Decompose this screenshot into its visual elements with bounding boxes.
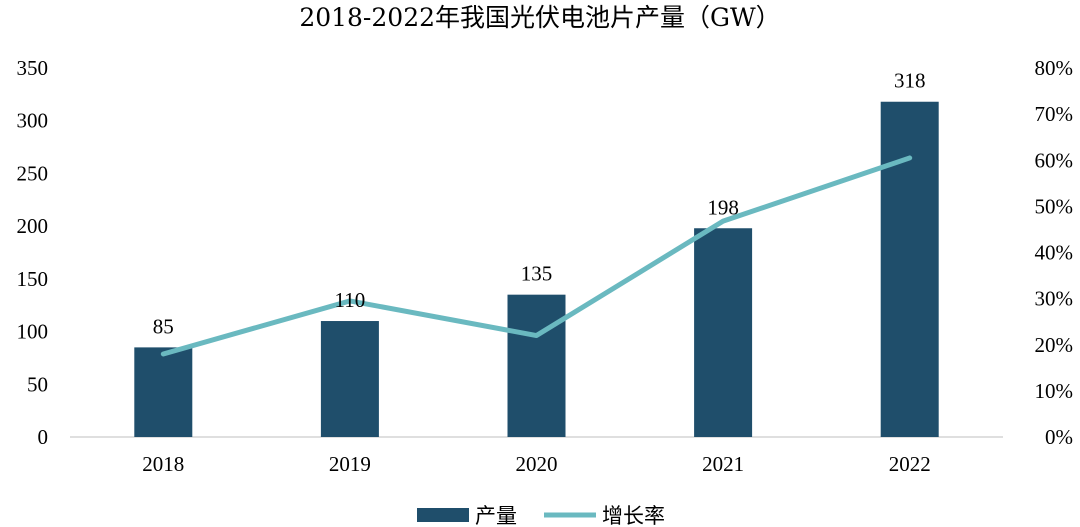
left-tick-label: 0	[38, 425, 49, 449]
bar-data-label: 135	[521, 262, 553, 286]
right-tick-label: 40%	[1035, 241, 1074, 265]
bar-data-label: 110	[335, 288, 366, 312]
right-axis: 0% 10% 20% 30% 40% 50% 60% 70% 80%	[1035, 56, 1074, 449]
x-tick-label: 2018	[142, 452, 184, 476]
right-tick-label: 10%	[1035, 379, 1074, 403]
x-tick-label: 2020	[516, 452, 558, 476]
legend: 产量 增长率	[417, 504, 665, 527]
left-tick-label: 200	[17, 214, 49, 238]
left-tick-label: 350	[17, 56, 49, 80]
bar	[320, 321, 379, 437]
right-tick-label: 80%	[1035, 56, 1074, 80]
chart-title: 2018-2022年我国光伏电池片产量（GW）	[299, 3, 780, 32]
bar	[694, 228, 753, 437]
bar	[880, 101, 939, 437]
left-tick-label: 300	[17, 109, 49, 133]
bar-data-label: 318	[894, 69, 926, 93]
right-tick-label: 0%	[1045, 425, 1073, 449]
bar-data-label: 198	[707, 195, 739, 219]
right-tick-label: 30%	[1035, 287, 1074, 311]
left-tick-label: 150	[17, 267, 49, 291]
line-series	[160, 155, 913, 357]
bar	[134, 347, 193, 437]
x-axis: 2018 2019 2020 2021 2022	[142, 452, 930, 476]
right-tick-label: 70%	[1035, 102, 1074, 126]
right-tick-label: 20%	[1035, 333, 1074, 357]
bar	[507, 294, 566, 437]
left-axis: 0 50 100 150 200 250 300 350	[17, 56, 49, 449]
data-labels: 85 110 135 198 318	[153, 69, 926, 339]
x-tick-label: 2019	[329, 452, 371, 476]
left-tick-label: 100	[17, 320, 49, 344]
legend-label-line: 增长率	[602, 504, 665, 527]
legend-label-bar: 产量	[475, 504, 517, 527]
left-tick-label: 250	[17, 161, 49, 185]
x-tick-label: 2022	[889, 452, 931, 476]
right-tick-label: 50%	[1035, 194, 1074, 218]
growth-rate-line	[160, 155, 913, 357]
right-tick-label: 60%	[1035, 148, 1074, 172]
legend-swatch-bar	[417, 508, 469, 522]
bar-series	[134, 101, 939, 437]
bar-data-label: 85	[153, 314, 174, 338]
x-tick-label: 2021	[702, 452, 744, 476]
left-tick-label: 50	[27, 372, 48, 396]
